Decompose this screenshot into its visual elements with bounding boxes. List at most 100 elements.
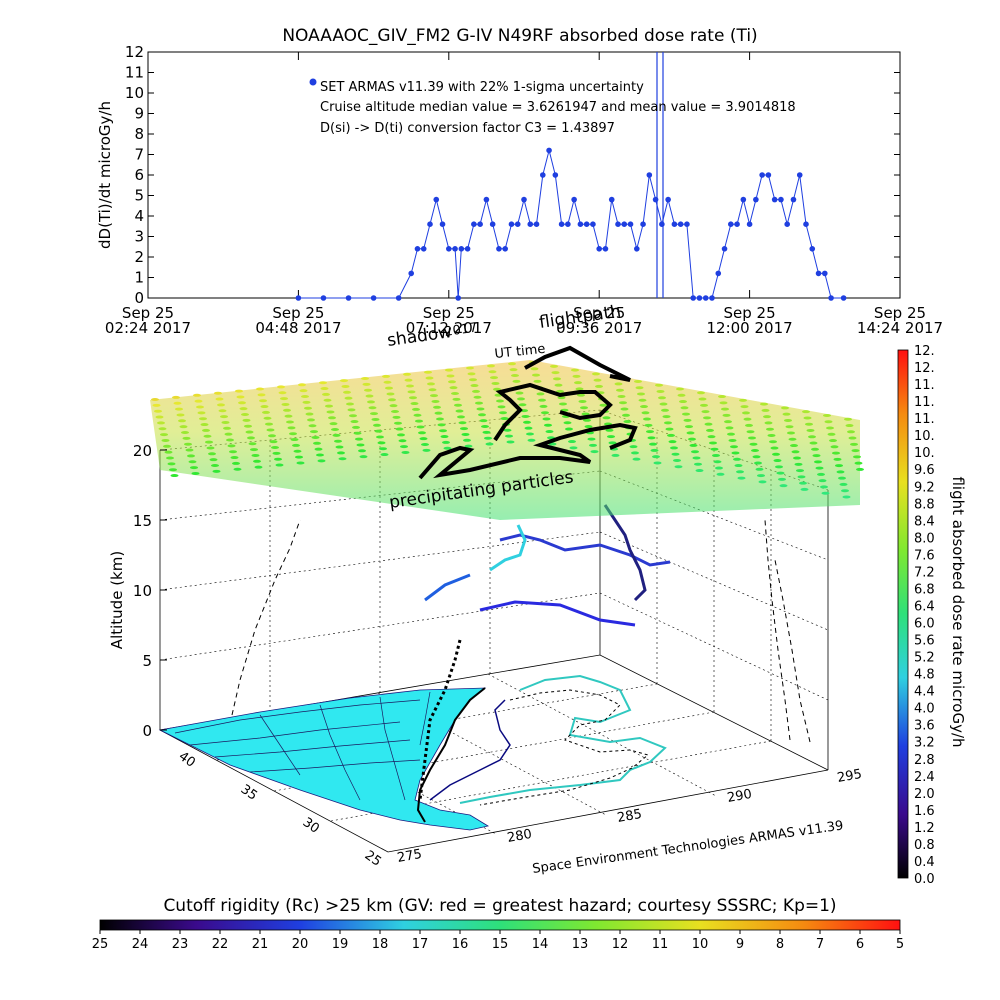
sheet-cell [383, 380, 392, 384]
rc-colorbar-label: 12 [612, 937, 629, 952]
dose-rate-point [702, 295, 709, 301]
sheet-cell [563, 421, 572, 425]
sheet-cell [595, 384, 603, 388]
dose-rate-point [665, 196, 671, 203]
sheet-cell [712, 453, 720, 457]
dose-rate-point [496, 246, 502, 252]
sheet-cell [331, 428, 339, 431]
sheet-cell [446, 374, 455, 378]
sheet-cell [371, 417, 380, 421]
sheet-cell [505, 434, 513, 438]
z-tick-label: 10 [133, 582, 152, 600]
sheet-cell [812, 454, 821, 458]
sheet-cell [784, 418, 792, 422]
dose-rate-point [646, 172, 653, 178]
sheet-cell [457, 415, 465, 419]
sheet-cell [703, 416, 711, 420]
sheet-cell [829, 439, 837, 443]
dose-colorbar-label: 1.2 [914, 821, 935, 836]
sheet-cell [283, 408, 291, 412]
sheet-cell [674, 465, 683, 469]
sheet-cell [727, 432, 735, 436]
sheet-cell [701, 410, 710, 414]
annotation-armas: SET ARMAS v11.39 with 22% 1-sigma uncert… [320, 80, 644, 95]
sheet-cell [809, 441, 818, 445]
sheet-cell [304, 406, 312, 410]
sheet-cell [169, 468, 177, 472]
sheet-cell [544, 423, 552, 427]
sheet-cell [515, 391, 524, 395]
sheet-cell [199, 417, 207, 421]
sheet-cell [536, 392, 545, 396]
sheet-cell [782, 412, 791, 416]
sheet-cell [260, 405, 269, 409]
sheet-cell [374, 429, 383, 433]
sheet-cell [728, 438, 737, 442]
sheet-cell [458, 421, 467, 425]
dose-colorbar-label: 3.2 [914, 736, 935, 751]
floor-track [459, 674, 667, 804]
sheet-cell [787, 431, 795, 435]
sheet-cell [226, 438, 234, 442]
sheet-cell [508, 362, 516, 366]
dose-colorbar-label: 8.4 [914, 514, 935, 529]
sheet-cell [617, 394, 626, 398]
sheet-cell [427, 382, 435, 386]
sheet-cell [469, 378, 477, 382]
dose-rate-point [458, 246, 465, 252]
flight-segment-1 [424, 573, 471, 602]
dose-rate-point [615, 221, 621, 227]
sheet-cell [629, 445, 638, 449]
rc-colorbar-label: 16 [452, 937, 469, 952]
sheet-cell [329, 422, 338, 426]
sheet-cell [760, 402, 768, 406]
sheet-cell [332, 433, 341, 437]
dose-rate-point [659, 221, 665, 227]
sheet-cell [742, 411, 750, 415]
sheet-cell [272, 451, 281, 455]
dose-rate-point [590, 221, 596, 227]
sheet-cell [800, 487, 809, 491]
sheet-cell [208, 452, 216, 456]
sheet-cell [776, 471, 785, 475]
dose-rate-point [446, 246, 452, 252]
map-land-region [158, 687, 490, 831]
x-tick-label-date: Sep 25 [423, 304, 475, 322]
sheet-cell [196, 405, 204, 409]
sheet-cell [713, 460, 722, 464]
sheet-cell [209, 458, 218, 462]
rc-colorbar-label: 17 [412, 937, 429, 952]
rc-colorbar-label: 13 [572, 937, 589, 952]
sheet-cell [640, 405, 648, 409]
sheet-cell [686, 431, 695, 435]
sheet-cell [664, 421, 672, 425]
sheet-cell [319, 381, 327, 385]
sheet-cell [637, 392, 645, 396]
dose-rate-point [602, 246, 609, 252]
sheet-cell [170, 474, 179, 478]
sheet-cell [320, 387, 329, 391]
sheet-cell [677, 393, 686, 397]
sheet-cell [412, 407, 420, 411]
dose-rate-point [828, 295, 834, 301]
sheet-cell [484, 436, 492, 440]
sheet-cell [287, 426, 296, 430]
sheet-cell [416, 425, 425, 429]
dose-colorbar-labels: 0.0 0.4 0.8 1.2 1.6 2.0 2.4 2.8 3.2 3.6 4.0 4.4 4.8 5… [914, 344, 935, 887]
flight-segment-2 [479, 600, 636, 627]
sheet-cell [220, 415, 228, 419]
x-tick-label-time: 14:24 2017 [857, 319, 943, 337]
sheet-cell [233, 467, 242, 471]
sheet-cell [443, 446, 452, 450]
sheet-cell [577, 393, 585, 397]
sheet-cell [460, 427, 468, 431]
sheet-cell [572, 374, 581, 378]
rc-colorbar-label: 5 [896, 937, 904, 952]
sheet-cell [271, 446, 279, 449]
sheet-cell [646, 430, 654, 434]
sheet-cell [253, 459, 261, 463]
sheet-cell [173, 401, 182, 405]
dose-rate-point [684, 221, 690, 227]
sheet-cell [581, 412, 590, 416]
sheet-cell [449, 386, 458, 390]
